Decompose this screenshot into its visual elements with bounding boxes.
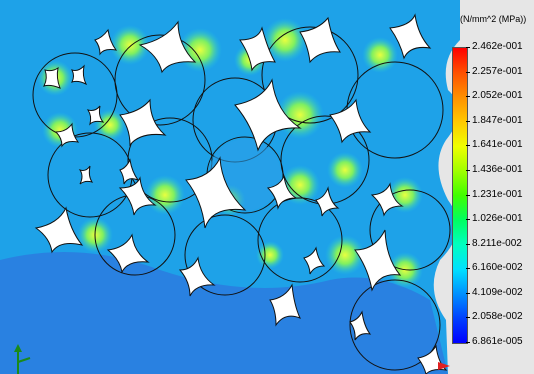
legend-value-label: 6.861e-005 [472,336,523,347]
legend-tick [466,342,470,343]
lower-band [0,252,448,374]
legend-tick [466,169,470,171]
stress-legend: (N/mm^2 (MPa)) 2.462e-001 2.257e-001 2.052… [448,0,534,374]
legend-tick [466,71,470,73]
legend-value-label: 1.026e-001 [472,213,523,225]
axis-arrow-icon [438,362,450,370]
legend-value-label: 1.231e-001 [472,188,523,200]
legend-value-label: 4.109e-002 [472,286,523,298]
legend-tick [466,219,470,221]
legend-value-label: 1.436e-001 [472,163,523,175]
legend-value-label: 1.641e-001 [472,139,523,151]
legend-value-label: 2.052e-001 [472,90,523,102]
legend-tick [466,120,470,122]
coordinate-triad-icon [14,344,31,374]
legend-tick [466,47,470,48]
legend-tick [466,145,470,147]
legend-tick [466,243,470,245]
legend-value-label: 2.058e-002 [472,311,523,323]
legend-value-label: 8.211e-002 [472,237,522,249]
legend-value-label: 2.462e-001 [472,41,523,52]
legend-value-label: 2.257e-001 [472,65,523,77]
legend-tick [466,96,470,98]
legend-tick [466,292,470,294]
legend-tick [466,194,470,196]
legend-value-label: 6.160e-002 [472,262,523,274]
legend-color-bar [452,47,468,344]
legend-value-label: 1.847e-001 [472,114,523,126]
void-cusps [34,13,448,374]
legend-tick [466,317,470,319]
legend-unit-label: (N/mm^2 (MPa)) [460,14,527,24]
legend-tick [466,268,470,270]
